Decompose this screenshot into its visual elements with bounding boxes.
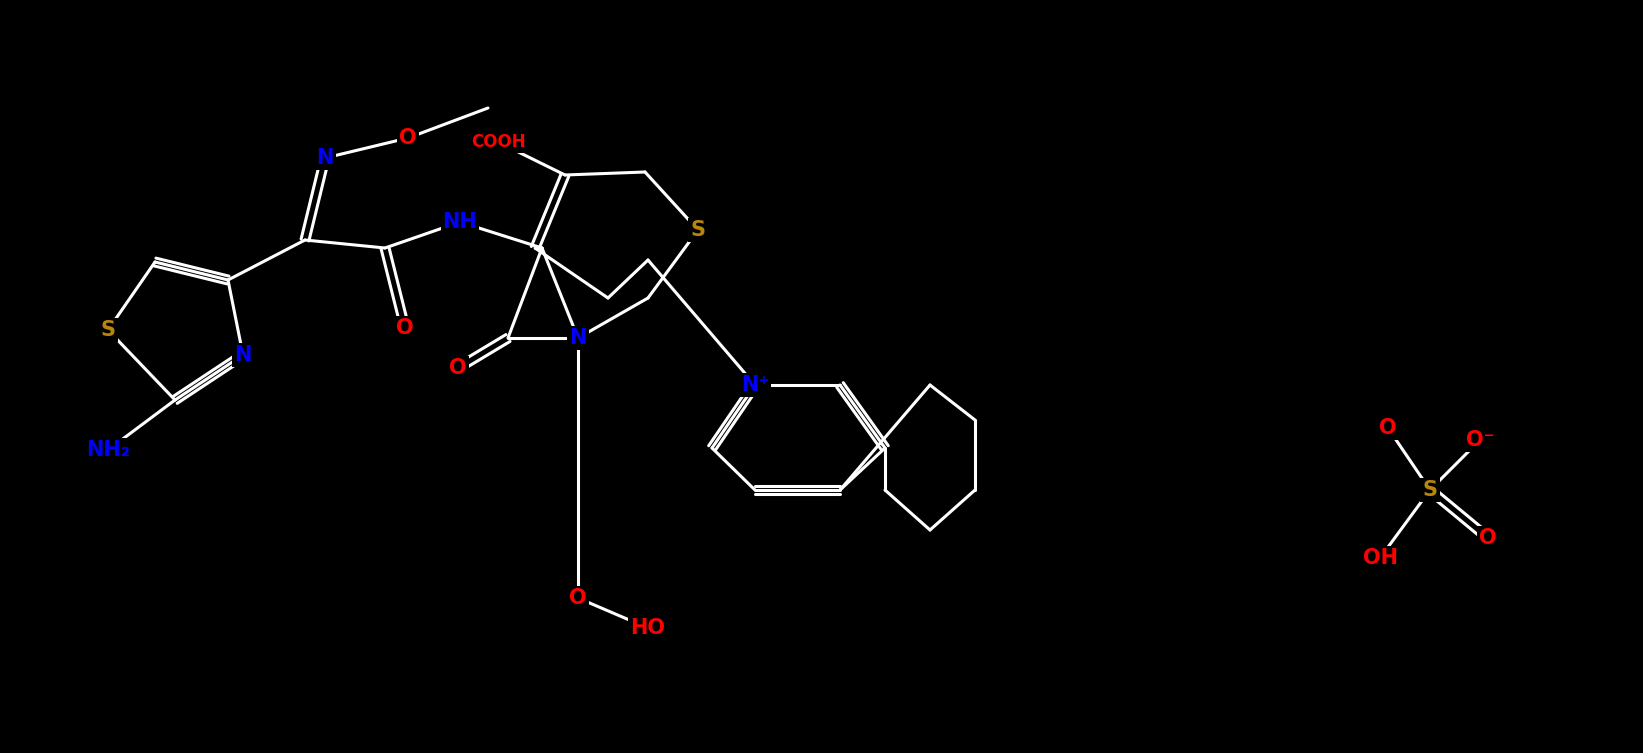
Text: O⁻: O⁻ xyxy=(1466,430,1495,450)
Text: N: N xyxy=(570,328,587,348)
Text: S: S xyxy=(100,320,115,340)
Text: O: O xyxy=(399,128,417,148)
Text: NH: NH xyxy=(442,212,478,232)
Text: S: S xyxy=(690,220,705,240)
Text: O: O xyxy=(568,588,587,608)
Text: O: O xyxy=(1479,528,1497,548)
Text: NH₂: NH₂ xyxy=(85,440,130,460)
Text: O: O xyxy=(1378,418,1397,438)
Text: N⁺: N⁺ xyxy=(741,375,769,395)
Text: S: S xyxy=(1423,480,1438,500)
Text: O: O xyxy=(449,358,467,378)
Text: N: N xyxy=(317,148,334,168)
Text: HO: HO xyxy=(631,618,665,638)
Text: N: N xyxy=(235,345,251,365)
Text: O: O xyxy=(396,318,414,338)
Text: OH: OH xyxy=(1362,548,1398,568)
Text: COOH: COOH xyxy=(470,133,526,151)
